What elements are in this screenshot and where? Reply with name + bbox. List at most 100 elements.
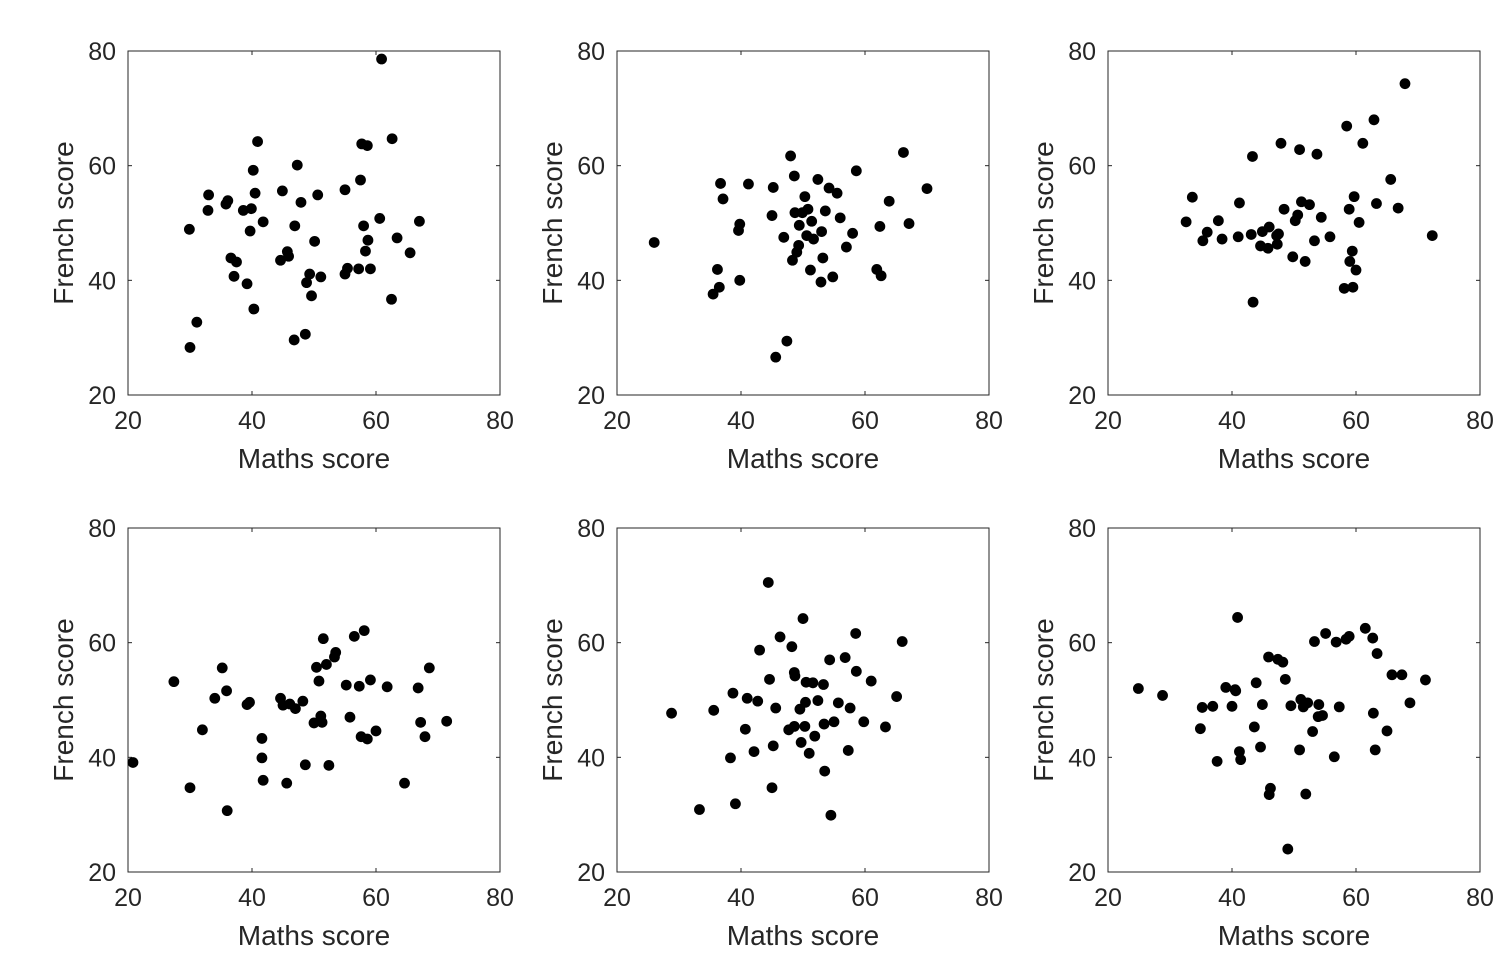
data-point bbox=[1324, 231, 1336, 243]
x-axis-label: Maths score bbox=[238, 443, 391, 474]
data-point bbox=[774, 631, 786, 643]
data-point bbox=[865, 675, 877, 687]
data-point bbox=[244, 696, 255, 708]
y-tick-label: 40 bbox=[577, 267, 605, 295]
x-tick-label: 80 bbox=[486, 884, 514, 912]
data-point bbox=[1392, 202, 1404, 214]
data-point bbox=[313, 675, 325, 687]
data-point bbox=[752, 695, 764, 707]
data-point bbox=[370, 725, 382, 737]
x-tick-label: 40 bbox=[238, 407, 266, 435]
x-tick-label: 80 bbox=[975, 884, 1003, 912]
data-point bbox=[376, 53, 387, 65]
x-tick-label: 40 bbox=[727, 407, 755, 435]
scatter-panel-2: 20 40 60 80 20 40 60 80 Maths score French score bbox=[537, 38, 1003, 474]
data-point bbox=[896, 636, 908, 647]
data-point bbox=[365, 674, 376, 686]
data-point bbox=[1194, 723, 1206, 735]
data-point bbox=[386, 133, 398, 145]
data-point bbox=[1232, 612, 1243, 623]
data-point bbox=[875, 270, 887, 282]
data-point bbox=[727, 687, 739, 699]
data-point bbox=[739, 723, 751, 735]
x-tick-label: 20 bbox=[114, 407, 142, 435]
data-point bbox=[1247, 296, 1259, 308]
data-point bbox=[1367, 632, 1379, 644]
data-point bbox=[808, 233, 819, 245]
y-tick-label: 40 bbox=[1068, 267, 1096, 295]
data-point bbox=[816, 226, 827, 238]
data-point bbox=[340, 679, 352, 691]
data-point bbox=[787, 254, 798, 266]
x-tick-label: 40 bbox=[1218, 407, 1246, 435]
data-point bbox=[381, 681, 393, 693]
data-point bbox=[694, 804, 705, 815]
data-point bbox=[786, 641, 798, 653]
scatter-panel-4: 20 40 60 80 20 40 60 80 Maths score French score bbox=[48, 515, 514, 951]
data-point bbox=[1343, 203, 1355, 215]
y-tick-label: 20 bbox=[88, 859, 116, 887]
data-point bbox=[361, 140, 373, 152]
data-point bbox=[323, 759, 335, 771]
y-tick-label: 60 bbox=[1068, 153, 1096, 181]
y-axis-label: French score bbox=[537, 141, 568, 304]
data-point bbox=[648, 237, 660, 248]
data-point bbox=[197, 724, 208, 736]
data-point bbox=[344, 711, 356, 723]
plot-frame bbox=[616, 527, 990, 873]
scatter-panel-6: 20 40 60 80 20 40 60 80 Maths score French score bbox=[1028, 515, 1494, 951]
data-point bbox=[1263, 651, 1274, 663]
scatter-panel-5: 20 40 60 80 20 40 60 80 Maths score French score bbox=[537, 515, 1003, 951]
data-point bbox=[823, 182, 835, 194]
data-point bbox=[1271, 238, 1283, 250]
y-tick-label: 60 bbox=[88, 630, 116, 658]
data-point bbox=[221, 805, 233, 817]
data-point bbox=[360, 245, 371, 257]
data-point bbox=[1282, 843, 1294, 855]
data-point bbox=[1300, 788, 1312, 800]
data-point bbox=[841, 241, 852, 253]
data-point bbox=[766, 210, 778, 221]
data-point bbox=[308, 717, 320, 729]
data-point bbox=[1248, 721, 1260, 733]
data-point bbox=[781, 335, 793, 347]
data-point bbox=[1226, 700, 1238, 712]
y-tick-label: 80 bbox=[88, 515, 116, 543]
data-point bbox=[842, 745, 854, 756]
data-point bbox=[249, 187, 261, 199]
x-tick-label: 20 bbox=[1094, 407, 1122, 435]
data-point bbox=[891, 691, 903, 702]
data-point bbox=[793, 219, 805, 231]
data-point bbox=[1420, 674, 1431, 686]
data-point bbox=[365, 263, 376, 275]
data-point bbox=[1216, 233, 1228, 245]
data-point bbox=[789, 670, 801, 682]
data-point bbox=[299, 759, 311, 771]
data-point bbox=[789, 207, 801, 219]
data-point bbox=[743, 178, 754, 190]
plot-frame bbox=[1107, 50, 1481, 396]
data-point bbox=[825, 809, 837, 821]
data-point bbox=[216, 662, 228, 674]
data-point bbox=[844, 702, 856, 714]
data-point bbox=[1367, 707, 1379, 719]
data-point bbox=[1330, 636, 1342, 648]
data-point bbox=[1197, 235, 1209, 247]
data-point bbox=[788, 170, 800, 182]
data-point bbox=[244, 225, 256, 237]
data-point bbox=[778, 231, 790, 243]
data-point bbox=[713, 281, 725, 293]
data-point bbox=[209, 692, 221, 704]
x-tick-label: 60 bbox=[1342, 407, 1370, 435]
data-point bbox=[374, 213, 386, 224]
y-tick-label: 80 bbox=[1068, 38, 1096, 66]
data-point bbox=[850, 165, 862, 177]
data-point bbox=[831, 187, 843, 199]
x-axis-label: Maths score bbox=[1218, 443, 1371, 474]
x-tick-label: 40 bbox=[727, 884, 755, 912]
data-point bbox=[799, 191, 811, 203]
data-point bbox=[800, 696, 811, 708]
data-point bbox=[231, 256, 242, 268]
data-point bbox=[828, 716, 840, 728]
data-point bbox=[1346, 245, 1358, 257]
